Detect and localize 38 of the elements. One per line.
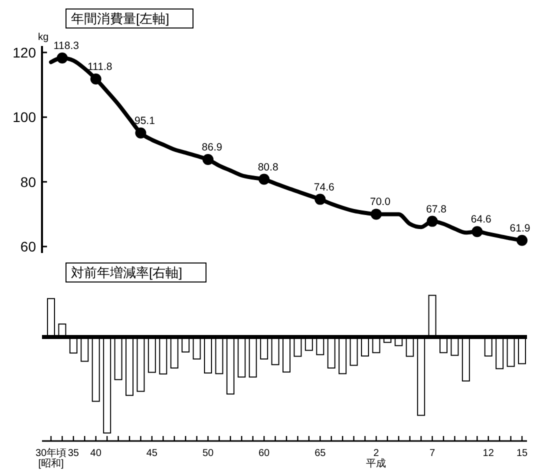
y-tick-label: 60 [20, 238, 36, 255]
x-tick-label: 60 [258, 448, 270, 459]
y-tick-label: 100 [12, 109, 36, 126]
point [516, 234, 528, 246]
x-tick-label: 45 [146, 448, 158, 459]
data-label: 74.6 [314, 181, 335, 194]
x-tick-label: 65 [314, 448, 326, 459]
chart-title: 対前年増減率[右軸] [71, 265, 182, 280]
point [426, 216, 438, 227]
data-label: 118.3 [53, 40, 80, 52]
data-label: 95.1 [134, 115, 156, 128]
point [56, 52, 68, 64]
point [314, 194, 326, 205]
x-tick-label: 40 [90, 448, 102, 459]
point [90, 73, 102, 84]
data-label: 86.9 [202, 142, 222, 154]
chart-title: 年間消費量[左軸] [71, 11, 170, 26]
x-tick-label: 35 [68, 448, 80, 459]
data-label: 67.8 [426, 203, 447, 216]
data-label: 80.8 [258, 161, 278, 174]
point [135, 128, 146, 139]
x-tick-label: 30年頃 [昭和] [35, 447, 67, 470]
x-tick-label: 2 平成 [366, 448, 386, 470]
data-label: 61.9 [510, 222, 530, 234]
y-axis-title: kg [38, 32, 49, 43]
data-label: 64.6 [470, 214, 492, 226]
data-label: 111.8 [88, 60, 112, 73]
x-tick-label: 12 [482, 448, 494, 459]
point [472, 226, 483, 238]
x-tick-label: 15 [516, 448, 528, 459]
point [202, 154, 214, 166]
x-tick-label: 7 [430, 448, 436, 459]
x-tick-label: 50 [202, 448, 214, 459]
point [258, 174, 270, 185]
y-tick-label: 120 [12, 44, 36, 60]
data-label: 70.0 [370, 196, 391, 208]
y-tick-label: 80 [20, 174, 36, 190]
point [370, 208, 382, 220]
